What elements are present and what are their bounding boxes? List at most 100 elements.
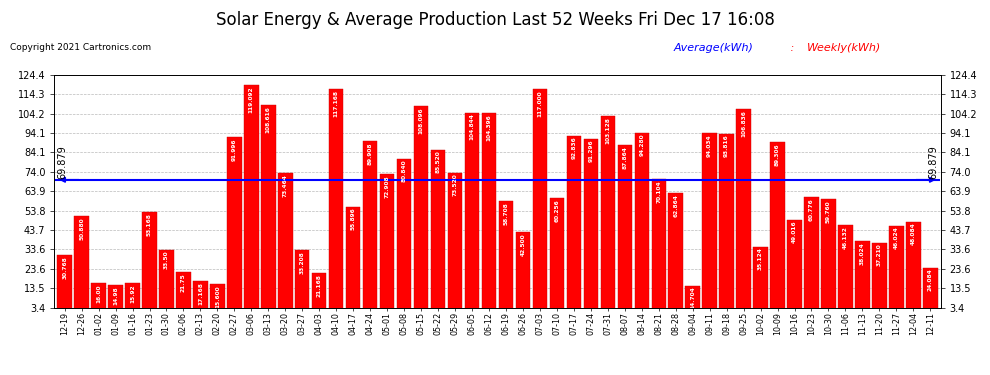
- Text: 15.600: 15.600: [215, 285, 220, 308]
- Bar: [839, 225, 852, 314]
- Text: 93.816: 93.816: [724, 135, 729, 158]
- Text: 72.908: 72.908: [385, 175, 390, 198]
- Bar: [261, 105, 275, 314]
- Text: 59.760: 59.760: [826, 200, 831, 223]
- Text: 106.836: 106.836: [742, 110, 746, 136]
- Bar: [906, 222, 921, 314]
- Bar: [566, 136, 581, 314]
- Text: 94.280: 94.280: [640, 134, 644, 156]
- Bar: [872, 243, 887, 314]
- Bar: [516, 232, 531, 314]
- Text: 38.024: 38.024: [860, 242, 865, 265]
- Text: Solar Energy & Average Production Last 52 Weeks Fri Dec 17 16:08: Solar Energy & Average Production Last 5…: [216, 11, 774, 29]
- Text: 94.034: 94.034: [707, 134, 712, 157]
- Text: 89.908: 89.908: [367, 142, 372, 165]
- Text: 80.840: 80.840: [402, 160, 407, 182]
- Text: 50.880: 50.880: [79, 217, 84, 240]
- Text: 48.084: 48.084: [911, 223, 916, 245]
- Bar: [753, 246, 768, 314]
- Text: 104.396: 104.396: [486, 114, 491, 141]
- Bar: [143, 212, 156, 314]
- Bar: [227, 137, 242, 314]
- Bar: [245, 85, 258, 314]
- Bar: [414, 106, 429, 314]
- Text: 92.836: 92.836: [571, 136, 576, 159]
- Text: 69.879: 69.879: [57, 145, 67, 179]
- Bar: [720, 134, 734, 314]
- Bar: [346, 207, 360, 314]
- Bar: [923, 268, 938, 314]
- Bar: [380, 174, 394, 314]
- Text: 73.520: 73.520: [452, 174, 457, 196]
- Text: 37.210: 37.210: [877, 243, 882, 266]
- Bar: [668, 193, 683, 314]
- Text: :: :: [787, 43, 798, 53]
- Text: 108.616: 108.616: [266, 106, 271, 133]
- Bar: [533, 89, 547, 314]
- Bar: [363, 141, 377, 314]
- Bar: [57, 255, 72, 314]
- Bar: [737, 109, 750, 314]
- Bar: [703, 134, 717, 314]
- Text: 21.75: 21.75: [181, 273, 186, 292]
- Bar: [210, 284, 225, 314]
- Text: 46.132: 46.132: [842, 226, 848, 249]
- Bar: [108, 285, 123, 314]
- Text: Average(kWh): Average(kWh): [673, 43, 753, 53]
- Text: 60.776: 60.776: [809, 198, 814, 221]
- Text: 14.704: 14.704: [690, 287, 695, 309]
- Text: 85.520: 85.520: [436, 151, 441, 173]
- Bar: [804, 197, 819, 314]
- Text: 73.464: 73.464: [283, 174, 288, 197]
- Bar: [464, 112, 479, 314]
- Text: 91.996: 91.996: [232, 138, 237, 161]
- Text: 42.500: 42.500: [521, 233, 526, 256]
- Bar: [549, 198, 564, 314]
- Bar: [770, 142, 785, 314]
- Bar: [855, 241, 869, 314]
- Text: 24.084: 24.084: [928, 269, 933, 291]
- Text: 119.092: 119.092: [248, 86, 253, 113]
- Text: 91.296: 91.296: [588, 140, 593, 162]
- Text: 55.896: 55.896: [350, 208, 355, 230]
- Text: 117.168: 117.168: [334, 90, 339, 117]
- Text: 33.208: 33.208: [300, 251, 305, 274]
- Bar: [159, 250, 173, 314]
- Bar: [295, 250, 310, 314]
- Text: 87.864: 87.864: [623, 146, 628, 169]
- Text: 35.124: 35.124: [758, 248, 763, 270]
- Text: 16.00: 16.00: [96, 284, 101, 303]
- Text: 46.024: 46.024: [894, 226, 899, 249]
- Bar: [329, 89, 344, 314]
- Text: 69.879: 69.879: [928, 145, 938, 179]
- Bar: [312, 273, 327, 314]
- Bar: [278, 173, 292, 314]
- Bar: [126, 284, 140, 314]
- Text: 103.128: 103.128: [605, 117, 610, 144]
- Text: 15.92: 15.92: [130, 284, 135, 303]
- Bar: [193, 281, 208, 314]
- Bar: [651, 179, 666, 314]
- Bar: [601, 116, 615, 314]
- Text: 49.016: 49.016: [792, 221, 797, 243]
- Bar: [91, 283, 106, 314]
- Text: 70.104: 70.104: [656, 180, 661, 203]
- Bar: [397, 159, 411, 314]
- Bar: [431, 150, 446, 314]
- Text: 17.168: 17.168: [198, 282, 203, 305]
- Text: 117.000: 117.000: [538, 90, 543, 117]
- Bar: [635, 133, 649, 314]
- Bar: [176, 272, 191, 314]
- Text: 53.168: 53.168: [147, 213, 152, 236]
- Text: Weekly(kWh): Weekly(kWh): [807, 43, 881, 53]
- Text: 21.168: 21.168: [317, 274, 322, 297]
- Text: Copyright 2021 Cartronics.com: Copyright 2021 Cartronics.com: [10, 43, 151, 52]
- Text: 89.306: 89.306: [775, 143, 780, 166]
- Bar: [822, 199, 836, 314]
- Bar: [482, 113, 496, 314]
- Bar: [787, 220, 802, 314]
- Text: 104.844: 104.844: [469, 114, 474, 140]
- Text: 62.864: 62.864: [673, 194, 678, 217]
- Bar: [618, 145, 632, 314]
- Bar: [584, 139, 598, 314]
